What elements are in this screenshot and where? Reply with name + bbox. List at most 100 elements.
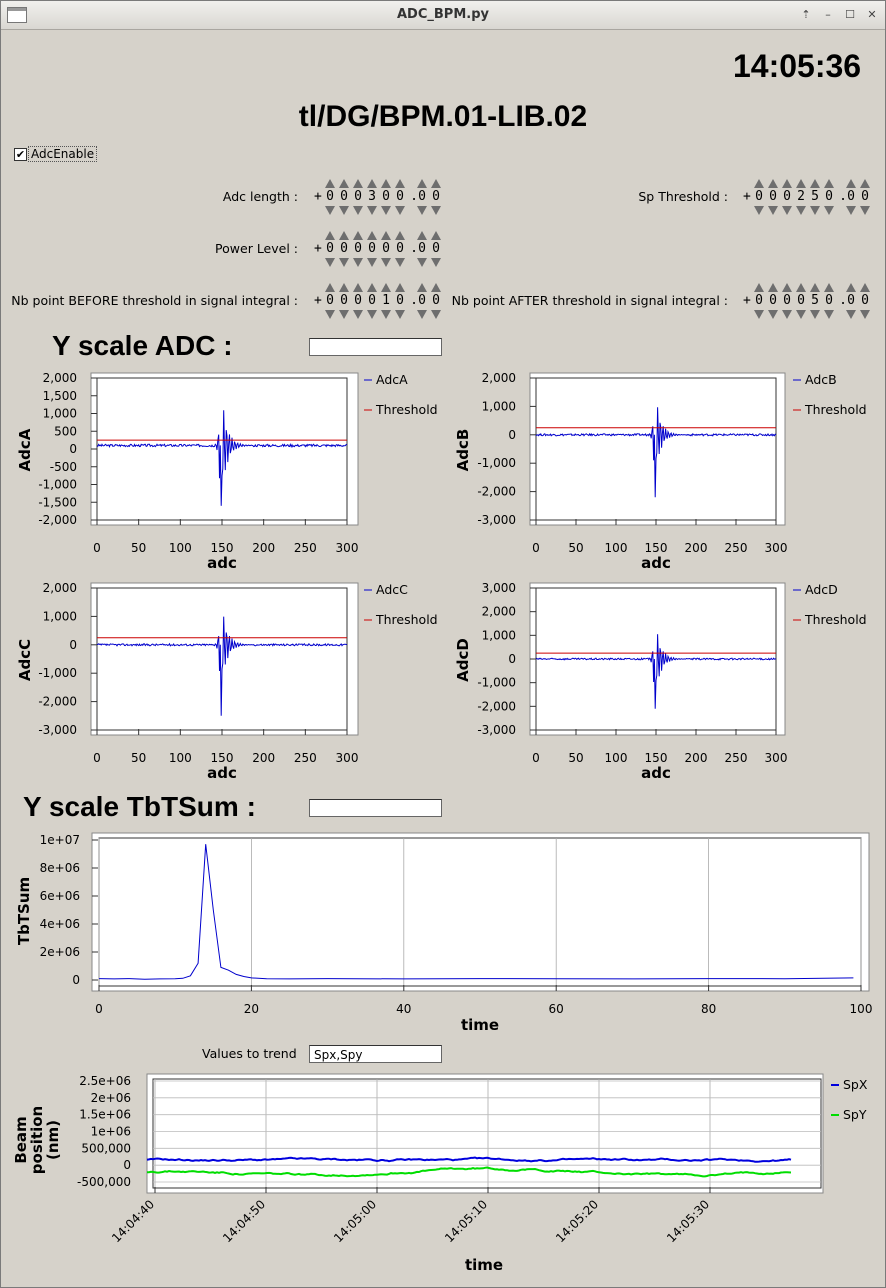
wheel-digit[interactable]: 0 xyxy=(859,283,871,319)
arrow-down-icon[interactable] xyxy=(768,206,778,215)
wheel-digit[interactable]: 5 xyxy=(809,283,821,319)
arrow-up-icon[interactable] xyxy=(339,231,349,240)
arrow-up-icon[interactable] xyxy=(339,283,349,292)
arrow-down-icon[interactable] xyxy=(367,310,377,319)
arrow-down-icon[interactable] xyxy=(353,258,363,267)
wheel-digit[interactable]: 0 xyxy=(781,283,793,319)
wheel-digit[interactable]: 0 xyxy=(753,179,765,215)
arrow-up-icon[interactable] xyxy=(824,179,834,188)
wheel-digit[interactable]: 3 xyxy=(366,179,378,215)
arrow-down-icon[interactable] xyxy=(796,206,806,215)
arrow-down-icon[interactable] xyxy=(810,206,820,215)
arrow-down-icon[interactable] xyxy=(339,310,349,319)
arrow-up-icon[interactable] xyxy=(417,283,427,292)
arrow-down-icon[interactable] xyxy=(417,258,427,267)
arrow-up-icon[interactable] xyxy=(339,179,349,188)
wheel-digit[interactable]: 0 xyxy=(380,231,392,267)
arrow-up-icon[interactable] xyxy=(860,283,870,292)
arrow-up-icon[interactable] xyxy=(417,179,427,188)
y-scale-adc-input[interactable] xyxy=(309,338,442,356)
wheel-digit[interactable]: 0 xyxy=(823,179,835,215)
arrow-down-icon[interactable] xyxy=(782,206,792,215)
wheel-digit[interactable]: 0 xyxy=(430,231,442,267)
arrow-up-icon[interactable] xyxy=(796,179,806,188)
arrow-down-icon[interactable] xyxy=(353,206,363,215)
wheel-digit[interactable]: 0 xyxy=(416,231,428,267)
wheel-digit[interactable]: 0 xyxy=(324,231,336,267)
arrow-up-icon[interactable] xyxy=(824,283,834,292)
arrow-up-icon[interactable] xyxy=(367,231,377,240)
arrow-down-icon[interactable] xyxy=(367,258,377,267)
arrow-up-icon[interactable] xyxy=(782,283,792,292)
arrow-down-icon[interactable] xyxy=(431,310,441,319)
y-scale-tbt-input[interactable] xyxy=(309,799,442,817)
arrow-down-icon[interactable] xyxy=(325,206,335,215)
wheel-digit[interactable]: 0 xyxy=(324,283,336,319)
wheel-digit[interactable]: 5 xyxy=(809,179,821,215)
arrow-down-icon[interactable] xyxy=(325,310,335,319)
wheel-digit[interactable]: 0 xyxy=(394,283,406,319)
wheel-digit[interactable]: 0 xyxy=(781,179,793,215)
wheel-digit[interactable]: 0 xyxy=(366,231,378,267)
arrow-up-icon[interactable] xyxy=(846,179,856,188)
wheel-digit[interactable]: 0 xyxy=(845,283,857,319)
wheel-digit[interactable]: 0 xyxy=(338,179,350,215)
arrow-down-icon[interactable] xyxy=(395,258,405,267)
maximize-icon[interactable]: ☐ xyxy=(845,8,855,21)
arrow-down-icon[interactable] xyxy=(381,258,391,267)
wheel-digit[interactable]: 0 xyxy=(324,179,336,215)
arrow-down-icon[interactable] xyxy=(754,310,764,319)
arrow-down-icon[interactable] xyxy=(395,310,405,319)
wheel-digit[interactable]: 0 xyxy=(416,283,428,319)
arrow-down-icon[interactable] xyxy=(754,206,764,215)
arrow-up-icon[interactable] xyxy=(810,179,820,188)
wheel-digit[interactable]: 0 xyxy=(366,283,378,319)
arrow-up-icon[interactable] xyxy=(431,179,441,188)
arrow-down-icon[interactable] xyxy=(431,206,441,215)
wheel-digit[interactable]: 0 xyxy=(823,283,835,319)
adc-enable-label[interactable]: AdcEnable xyxy=(28,146,98,162)
wheel-digit[interactable]: 0 xyxy=(380,179,392,215)
wheel-digit[interactable]: 2 xyxy=(795,179,807,215)
arrow-down-icon[interactable] xyxy=(860,206,870,215)
wheel-digit[interactable]: 0 xyxy=(845,179,857,215)
arrow-up-icon[interactable] xyxy=(754,179,764,188)
arrow-up-icon[interactable] xyxy=(860,179,870,188)
wheel-digit[interactable]: 0 xyxy=(394,231,406,267)
restore-icon[interactable]: ⇡ xyxy=(801,8,811,21)
arrow-up-icon[interactable] xyxy=(381,179,391,188)
minimize-icon[interactable]: – xyxy=(825,8,831,21)
wheel-digit[interactable]: 0 xyxy=(753,283,765,319)
arrow-up-icon[interactable] xyxy=(810,283,820,292)
wheel-digit[interactable]: 0 xyxy=(394,179,406,215)
arrow-up-icon[interactable] xyxy=(395,231,405,240)
arrow-up-icon[interactable] xyxy=(353,179,363,188)
arrow-down-icon[interactable] xyxy=(860,310,870,319)
arrow-down-icon[interactable] xyxy=(339,258,349,267)
arrow-up-icon[interactable] xyxy=(325,283,335,292)
arrow-up-icon[interactable] xyxy=(431,283,441,292)
arrow-up-icon[interactable] xyxy=(325,231,335,240)
arrow-up-icon[interactable] xyxy=(395,179,405,188)
close-icon[interactable]: ✕ xyxy=(867,8,877,21)
arrow-up-icon[interactable] xyxy=(417,231,427,240)
arrow-down-icon[interactable] xyxy=(824,206,834,215)
wheel-digit[interactable]: 0 xyxy=(338,231,350,267)
arrow-up-icon[interactable] xyxy=(796,283,806,292)
arrow-down-icon[interactable] xyxy=(381,206,391,215)
wheel-digit[interactable]: 0 xyxy=(352,179,364,215)
wheel-digit[interactable]: 0 xyxy=(859,179,871,215)
wheel-digit[interactable]: 0 xyxy=(767,179,779,215)
arrow-up-icon[interactable] xyxy=(768,283,778,292)
arrow-up-icon[interactable] xyxy=(381,231,391,240)
arrow-down-icon[interactable] xyxy=(846,310,856,319)
arrow-up-icon[interactable] xyxy=(381,283,391,292)
wheel-digit[interactable]: 0 xyxy=(416,179,428,215)
wheel-digit[interactable]: 0 xyxy=(767,283,779,319)
arrow-down-icon[interactable] xyxy=(353,310,363,319)
arrow-up-icon[interactable] xyxy=(782,179,792,188)
arrow-down-icon[interactable] xyxy=(782,310,792,319)
arrow-up-icon[interactable] xyxy=(353,231,363,240)
wheel-digit[interactable]: 0 xyxy=(430,179,442,215)
arrow-down-icon[interactable] xyxy=(768,310,778,319)
